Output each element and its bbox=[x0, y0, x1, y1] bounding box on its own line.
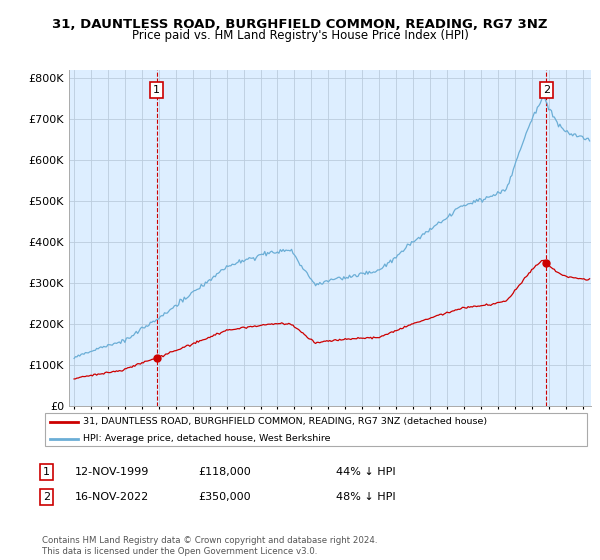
Text: Contains HM Land Registry data © Crown copyright and database right 2024.
This d: Contains HM Land Registry data © Crown c… bbox=[42, 536, 377, 556]
FancyBboxPatch shape bbox=[45, 413, 587, 446]
Text: 16-NOV-2022: 16-NOV-2022 bbox=[75, 492, 149, 502]
Text: 2: 2 bbox=[543, 85, 550, 95]
Text: £350,000: £350,000 bbox=[198, 492, 251, 502]
Text: Price paid vs. HM Land Registry's House Price Index (HPI): Price paid vs. HM Land Registry's House … bbox=[131, 29, 469, 42]
Text: 31, DAUNTLESS ROAD, BURGHFIELD COMMON, READING, RG7 3NZ: 31, DAUNTLESS ROAD, BURGHFIELD COMMON, R… bbox=[52, 18, 548, 31]
Text: 48% ↓ HPI: 48% ↓ HPI bbox=[336, 492, 395, 502]
Text: 1: 1 bbox=[43, 467, 50, 477]
Text: 44% ↓ HPI: 44% ↓ HPI bbox=[336, 467, 395, 477]
Text: 2: 2 bbox=[43, 492, 50, 502]
Text: 1: 1 bbox=[153, 85, 160, 95]
Text: 31, DAUNTLESS ROAD, BURGHFIELD COMMON, READING, RG7 3NZ (detached house): 31, DAUNTLESS ROAD, BURGHFIELD COMMON, R… bbox=[83, 417, 487, 426]
Text: 12-NOV-1999: 12-NOV-1999 bbox=[75, 467, 149, 477]
Text: HPI: Average price, detached house, West Berkshire: HPI: Average price, detached house, West… bbox=[83, 435, 331, 444]
Text: £118,000: £118,000 bbox=[198, 467, 251, 477]
